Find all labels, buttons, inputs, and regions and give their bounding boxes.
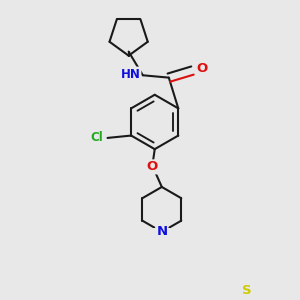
Text: O: O (147, 160, 158, 173)
Text: HN: HN (121, 68, 140, 81)
Text: Cl: Cl (90, 131, 103, 144)
Text: S: S (242, 284, 252, 298)
Text: N: N (156, 225, 167, 239)
Text: O: O (196, 62, 208, 75)
